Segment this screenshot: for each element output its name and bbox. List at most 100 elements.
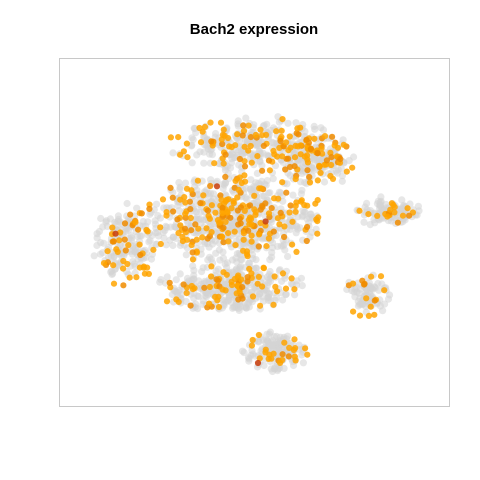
expressing-cell-point bbox=[295, 131, 302, 138]
cell-point bbox=[376, 302, 384, 310]
cell-point bbox=[284, 119, 292, 127]
cell-point bbox=[279, 296, 287, 304]
expressing-cell-point bbox=[281, 223, 288, 230]
cell-point bbox=[192, 300, 200, 308]
expressing-cell-point bbox=[377, 273, 385, 280]
expressing-cell-point bbox=[208, 229, 215, 236]
expressing-cell-point bbox=[314, 218, 321, 225]
cell-point bbox=[301, 179, 309, 187]
cell-point bbox=[377, 193, 385, 201]
expressing-cell-point bbox=[246, 221, 253, 228]
expressing-cell-point bbox=[214, 297, 221, 304]
cell-point bbox=[196, 148, 204, 156]
expressing-cell-point bbox=[220, 224, 227, 231]
expressing-cell-point bbox=[287, 202, 294, 209]
expressing-cell-point bbox=[182, 210, 189, 217]
expressing-cell-point bbox=[116, 237, 123, 244]
expressing-cell-point bbox=[279, 351, 286, 358]
expressing-cell-point bbox=[213, 183, 221, 190]
cell-point bbox=[102, 218, 110, 226]
expressing-cell-point bbox=[133, 274, 140, 281]
expressing-cell-point bbox=[126, 274, 133, 281]
cell-point bbox=[279, 242, 287, 250]
expressing-cell-point bbox=[219, 210, 226, 217]
expressing-cell-point bbox=[314, 177, 321, 184]
expressing-cell-point bbox=[329, 133, 336, 140]
expressing-cell-point bbox=[166, 279, 173, 286]
expressing-cell-point bbox=[241, 207, 248, 214]
expressing-cell-point bbox=[319, 150, 326, 157]
expressing-cell-point bbox=[316, 163, 323, 170]
expressing-cell-point bbox=[219, 286, 226, 293]
expressing-cell-point bbox=[289, 241, 296, 248]
expressing-cell-point bbox=[273, 128, 280, 135]
cell-point bbox=[202, 293, 211, 301]
cell-point bbox=[221, 166, 229, 174]
expressing-cell-point bbox=[254, 280, 261, 287]
cell-point bbox=[254, 287, 262, 296]
expressing-cell-point bbox=[271, 195, 278, 202]
expressing-cell-point bbox=[167, 184, 174, 191]
cell-point bbox=[252, 256, 260, 264]
expressing-cell-point bbox=[195, 225, 202, 232]
cell-point bbox=[229, 269, 237, 277]
expressing-cell-point bbox=[268, 205, 275, 212]
expressing-cell-point bbox=[371, 297, 378, 304]
expressing-cell-point bbox=[304, 152, 311, 159]
cell-point bbox=[358, 300, 366, 309]
cell-point bbox=[189, 136, 197, 144]
expressing-cell-point bbox=[328, 161, 335, 169]
cell-point bbox=[298, 282, 306, 290]
cell-point bbox=[269, 343, 277, 351]
expressing-cell-point bbox=[146, 205, 153, 212]
expressing-cell-point bbox=[394, 219, 401, 226]
expressing-cell-point bbox=[327, 172, 334, 180]
cell-point bbox=[215, 246, 223, 254]
cell-point bbox=[333, 169, 342, 177]
expressing-cell-point bbox=[237, 220, 244, 227]
expressing-cell-point bbox=[194, 177, 201, 184]
cell-point bbox=[176, 183, 184, 191]
expressing-cell-point bbox=[177, 151, 184, 158]
expressing-cell-point bbox=[241, 172, 248, 179]
expressing-cell-point bbox=[175, 134, 182, 141]
cell-point bbox=[249, 186, 257, 194]
expressing-cell-point bbox=[303, 237, 310, 245]
expressing-cell-point bbox=[247, 142, 254, 150]
expressing-cell-point bbox=[381, 287, 388, 294]
expressing-cell-point bbox=[287, 163, 294, 171]
expressing-cell-point bbox=[184, 154, 191, 161]
expressing-cell-point bbox=[294, 125, 301, 132]
expressing-cell-point bbox=[304, 351, 311, 358]
cell-point bbox=[360, 218, 368, 226]
expressing-cell-point bbox=[363, 295, 370, 302]
expressing-cell-point bbox=[236, 174, 243, 181]
cell-point bbox=[96, 250, 105, 258]
expressing-cell-point bbox=[231, 275, 238, 282]
cell-point bbox=[350, 153, 358, 161]
expressing-cell-point bbox=[186, 198, 193, 205]
cell-point bbox=[234, 122, 242, 130]
expressing-cell-point bbox=[279, 356, 286, 364]
expressing-cell-point bbox=[279, 270, 287, 277]
cell-point bbox=[228, 150, 236, 158]
cell-point bbox=[298, 213, 306, 221]
cell-point bbox=[166, 236, 174, 244]
expressing-cell-point bbox=[236, 155, 243, 163]
cell-point bbox=[175, 207, 183, 215]
expressing-cell-point bbox=[112, 230, 119, 237]
expressing-cell-point bbox=[208, 138, 215, 145]
cell-point bbox=[237, 262, 245, 270]
expressing-cell-point bbox=[180, 281, 187, 288]
cell-point bbox=[266, 189, 274, 197]
cell-point bbox=[188, 159, 196, 167]
expressing-cell-point bbox=[167, 134, 174, 141]
expressing-cell-point bbox=[343, 168, 350, 175]
expressing-cell-point bbox=[317, 169, 324, 176]
expressing-cell-point bbox=[314, 150, 321, 157]
expressing-cell-point bbox=[232, 142, 239, 149]
expressing-cell-point bbox=[200, 192, 207, 199]
cell-point bbox=[414, 202, 422, 210]
expressing-cell-point bbox=[222, 218, 229, 225]
cell-point bbox=[254, 337, 262, 345]
